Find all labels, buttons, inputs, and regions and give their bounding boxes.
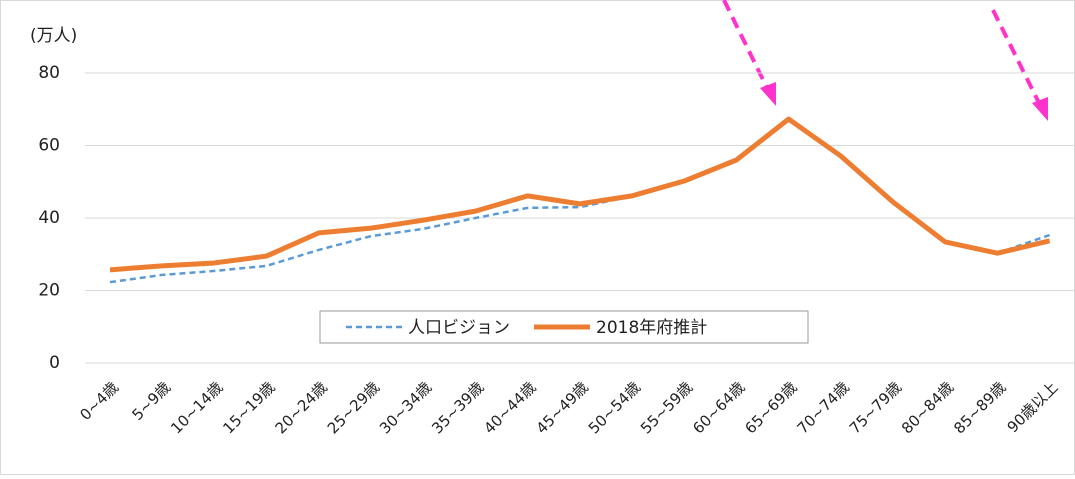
legend-label: 人口ビジョン	[408, 318, 510, 338]
arrows	[722, 0, 1048, 121]
y-tick-label: 60	[38, 136, 60, 156]
y-tick-label: 20	[38, 281, 60, 301]
y-tick-label: 40	[38, 208, 60, 228]
legend-label: 2018年府推計	[596, 318, 707, 338]
y-tick-label: 0	[49, 353, 60, 373]
series-line	[109, 116, 1051, 273]
arrowhead	[1032, 97, 1048, 121]
y-axis-unit: (万人)	[30, 26, 77, 46]
arrow	[722, 0, 770, 91]
arrowhead	[760, 82, 776, 106]
y-tick-label: 80	[38, 63, 60, 83]
